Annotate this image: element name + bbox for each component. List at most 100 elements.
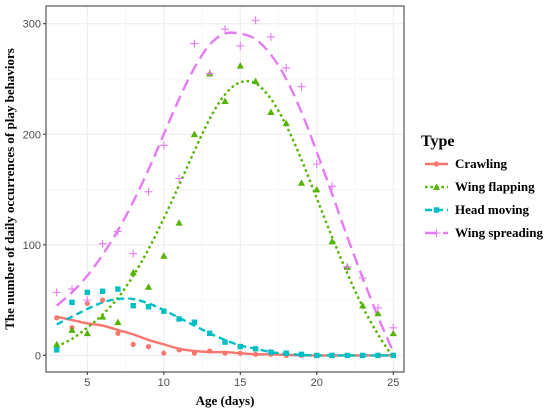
crawling-point — [222, 350, 228, 356]
head-moving-point — [130, 302, 136, 309]
legend-label-head-moving: Head moving — [455, 202, 530, 217]
legend-item-wing-spreading: Wing spreading — [425, 225, 544, 240]
wing-spreading-point — [373, 303, 382, 312]
crawling-point — [237, 350, 243, 356]
wing-spreading-point — [52, 288, 61, 297]
wing-spreading-point — [312, 160, 321, 169]
wing-spreading-point — [113, 227, 122, 236]
wing-spreading-point — [190, 39, 199, 48]
wing-spreading-point — [175, 174, 184, 183]
x-tick-label: 25 — [387, 377, 399, 389]
head-moving-point — [252, 346, 259, 352]
legend-key-marker-wing-flapping — [432, 183, 441, 190]
wing-flapping-point — [251, 77, 260, 85]
x-tick-label: 5 — [84, 377, 90, 389]
axes-layer: 5 10 15 20 25 0 100 200 300 — [23, 5, 405, 389]
crawling-point — [115, 330, 121, 336]
head-moving-point — [375, 352, 381, 359]
y-tick-label: 300 — [23, 19, 41, 31]
crawling-point — [54, 315, 60, 321]
head-moving-point — [237, 343, 243, 350]
head-moving-point — [191, 319, 198, 325]
head-moving-point — [54, 347, 60, 353]
legend-key-marker-head-moving — [433, 207, 440, 213]
wing-spreading-point — [389, 323, 398, 332]
wing-spreading-point — [282, 63, 291, 72]
wing-flapping-point — [53, 340, 61, 348]
wing-spreading-point — [297, 82, 306, 91]
head-moving-point — [344, 352, 351, 359]
crawling-point — [145, 343, 152, 350]
y-axis-title: The number of daily occurrences of play … — [2, 48, 17, 330]
wing-flapping-point — [389, 329, 397, 337]
crawling-point — [130, 341, 136, 347]
legend: Type Crawling Wing flapping Head moving Win… — [421, 133, 544, 240]
wing-flapping-point — [297, 179, 306, 186]
wing-spreading-point — [343, 262, 352, 271]
head-moving-point — [283, 350, 289, 356]
wing-spreading-point — [358, 274, 367, 283]
wing-spreading-trend-line — [55, 31, 395, 353]
x-tick-label: 15 — [234, 377, 246, 389]
legend-key-marker-wing-spreading — [432, 229, 441, 237]
y-tick-label: 200 — [23, 129, 41, 141]
head-moving-point — [161, 308, 167, 314]
crawling-point — [176, 347, 182, 353]
head-moving-point — [314, 352, 320, 359]
x-tick-label: 20 — [311, 377, 323, 389]
legend-items: Crawling Wing flapping Head moving Wing spr… — [425, 156, 544, 240]
legend-key-marker-crawling — [433, 161, 440, 167]
wing-flapping-point — [359, 302, 367, 309]
head-moving-point — [359, 352, 366, 359]
wing-flapping-point — [328, 237, 336, 245]
head-moving-point — [268, 349, 274, 355]
wing-spreading-point — [251, 16, 260, 25]
plot-panel — [46, 6, 404, 372]
x-axis-title: Age (days) — [196, 393, 255, 408]
y-tick-label: 100 — [23, 240, 41, 252]
crawling-point — [100, 297, 106, 303]
wing-spreading-point — [221, 25, 229, 34]
wing-flapping-point — [313, 185, 321, 193]
wing-flapping-point — [144, 283, 153, 290]
head-moving-point — [69, 299, 75, 306]
legend-item-wing-flapping: Wing flapping — [425, 179, 535, 194]
legend-title: Type — [421, 133, 454, 150]
y-tick-label: 0 — [35, 350, 41, 362]
wing-flapping-point — [221, 97, 229, 104]
wing-spreading-point — [129, 249, 138, 258]
legend-label-wing-flapping: Wing flapping — [455, 179, 535, 194]
wing-spreading-point — [83, 296, 92, 305]
legend-item-head-moving: Head moving — [425, 202, 530, 217]
wing-spreading-point — [328, 182, 337, 191]
legend-item-crawling: Crawling — [425, 156, 508, 171]
wing-spreading-point — [266, 32, 275, 41]
head-moving-point — [298, 351, 305, 358]
wing-flapping-point — [236, 62, 244, 69]
wing-flapping-point — [114, 318, 122, 326]
head-moving-point — [145, 304, 152, 310]
wing-spreading-point — [68, 285, 77, 294]
plot-border — [45, 5, 405, 373]
head-moving-point — [115, 286, 121, 292]
head-moving-point — [222, 339, 228, 345]
crawling-point — [252, 351, 259, 357]
wing-flapping-point — [374, 309, 382, 317]
wing-spreading-point — [159, 141, 168, 150]
crawling-point — [207, 348, 213, 354]
head-moving-point — [84, 289, 91, 296]
head-moving-point — [329, 352, 335, 359]
wing-flapping-point — [282, 119, 290, 127]
legend-label-wing-spreading: Wing spreading — [455, 225, 544, 240]
legend-label-crawling: Crawling — [455, 156, 508, 171]
wing-flapping-point — [267, 108, 275, 116]
head-moving-point — [390, 352, 396, 359]
wing-flapping-point — [190, 130, 199, 138]
wing-flapping-point — [160, 252, 168, 259]
wing-flapping-point — [129, 268, 137, 276]
wing-spreading-point — [205, 69, 214, 78]
plot-background — [46, 6, 404, 372]
crawling-point — [191, 350, 198, 356]
points-layer — [52, 16, 398, 359]
wing-spreading-point — [98, 239, 107, 248]
